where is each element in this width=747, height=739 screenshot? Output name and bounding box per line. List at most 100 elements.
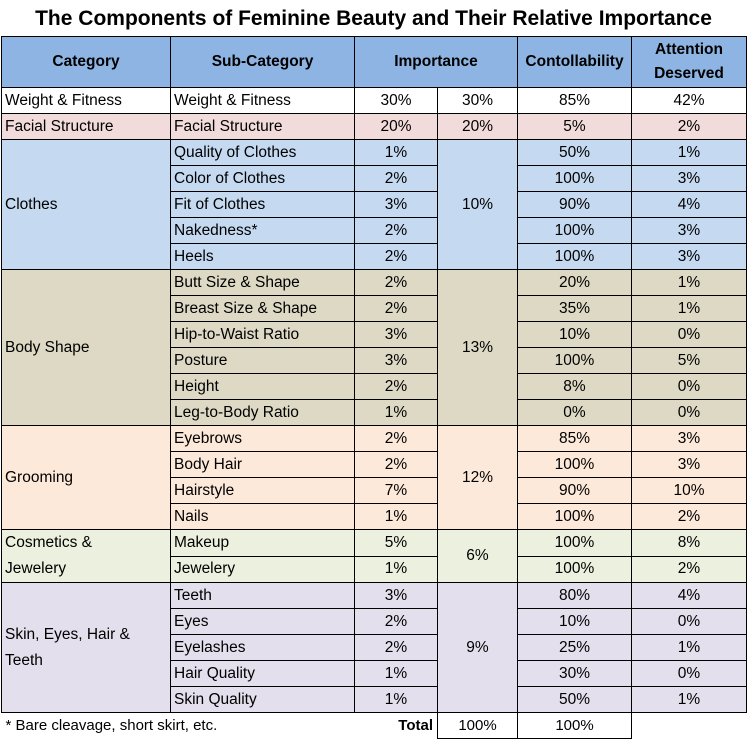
attention-cell: 3% (631, 165, 747, 192)
controllability-cell: 0% (517, 399, 632, 426)
table-row: Clothes Quality of Clothes 1% 10% 50% 1% (1, 139, 747, 270)
table-row: Color of Clothes 2% 100% 3% (2, 165, 747, 192)
importance-cell: 3% (354, 191, 438, 218)
attention-cell: 3% (631, 425, 747, 452)
importance-cell: 2% (354, 217, 438, 244)
controllability-cell: 90% (517, 191, 632, 218)
attention-cell: 3% (631, 217, 747, 244)
table-row: Body Hair 2% 100% 3% (2, 451, 747, 478)
subcategory-cell: Teeth (170, 582, 355, 609)
table-row: Heels 2% 100% 3% (2, 243, 747, 270)
total-importance: 100% (437, 712, 518, 739)
attention-cell: 3% (631, 243, 747, 270)
subcategory-cell: Breast Size & Shape (170, 295, 355, 322)
controllability-cell: 10% (517, 608, 632, 635)
importance-cell: 3% (354, 582, 438, 609)
category-cell: Cosmetics & Jewelery (1, 529, 171, 583)
subcategory-cell: Hair Quality (170, 660, 355, 687)
attention-cell: 2% (631, 113, 747, 140)
table-row: Nakedness* 2% 100% 3% (2, 217, 747, 244)
importance-cell: 2% (354, 243, 438, 270)
header-row: Category Sub-Category Importance Contoll… (1, 36, 747, 88)
subcategory-cell: Makeup (170, 529, 355, 557)
importance-cell: 1% (354, 503, 438, 530)
controllability-cell: 50% (517, 686, 632, 713)
attention-cell: 0% (631, 608, 747, 635)
importance-cell: 2% (354, 295, 438, 322)
importance-cell: 2% (354, 634, 438, 661)
group-importance-cell: 12% (437, 425, 518, 530)
total-label: Total (354, 712, 438, 739)
importance-cell: 1% (354, 399, 438, 426)
table-row: Skin, Eyes, Hair & Teeth Teeth 3% 9% 80% 4% (1, 582, 747, 713)
category-cell: Grooming (1, 425, 171, 530)
controllability-cell: 100% (517, 165, 632, 192)
importance-cell: 5% (354, 529, 438, 557)
controllability-cell: 5% (517, 113, 632, 140)
importance-cell: 2% (354, 165, 438, 192)
controllability-cell: 35% (517, 295, 632, 322)
header-subcategory: Sub-Category (170, 36, 355, 88)
controllability-cell: 100% (517, 347, 632, 374)
total-group-importance: 100% (517, 712, 632, 739)
category-cell: Facial Structure (1, 113, 171, 140)
table-row: Height 2% 8% 0% (2, 373, 747, 400)
subcategory-cell: Nails (170, 503, 355, 530)
subcategory-cell: Fit of Clothes (170, 191, 355, 218)
header-controllability: Contollability (517, 36, 632, 88)
attention-cell: 0% (631, 660, 747, 687)
controllability-cell: 50% (517, 139, 632, 166)
controllability-cell: 100% (517, 555, 632, 583)
controllability-cell: 80% (517, 582, 632, 609)
importance-cell: 7% (354, 477, 438, 504)
attention-cell: 2% (631, 555, 747, 583)
beauty-components-table: Category Sub-Category Importance Contoll… (1, 36, 747, 739)
importance-cell: 2% (354, 608, 438, 635)
group-importance-cell: 10% (437, 139, 518, 270)
subcategory-cell: Eyes (170, 608, 355, 635)
importance-cell: 30% (354, 87, 438, 114)
subcategory-cell: Jewelery (170, 555, 355, 583)
table-title: The Components of Feminine Beauty and Th… (35, 7, 712, 30)
controllability-cell: 90% (517, 477, 632, 504)
subcategory-cell: Posture (170, 347, 355, 374)
importance-cell: 1% (354, 555, 438, 583)
category-cell: Clothes (1, 139, 171, 270)
table-row: Weight & Fitness Weight & Fitness 30% 30% 85… (1, 87, 747, 114)
subcategory-cell: Leg-to-Body Ratio (170, 399, 355, 426)
table-row: Facial Structure Facial Structure 20% 20% 5%… (1, 113, 747, 140)
controllability-cell: 100% (517, 529, 632, 557)
controllability-cell: 100% (517, 217, 632, 244)
importance-cell: 20% (354, 113, 438, 140)
table-row: Jewelery 1% 100% 2% (2, 555, 747, 583)
controllability-cell: 8% (517, 373, 632, 400)
attention-cell: 0% (631, 321, 747, 348)
subcategory-cell: Eyebrows (170, 425, 355, 452)
subcategory-cell: Eyelashes (170, 634, 355, 661)
table-row: Posture 3% 100% 5% (2, 347, 747, 374)
attention-cell: 4% (631, 582, 747, 609)
attention-cell: 5% (631, 347, 747, 374)
footnote: * Bare cleavage, short skirt, etc. (1, 712, 355, 739)
table-row: Leg-to-Body Ratio 1% 0% 0% (2, 399, 747, 426)
importance-cell: 1% (354, 660, 438, 687)
group-importance-cell: 20% (437, 113, 518, 140)
attention-cell: 0% (631, 399, 747, 426)
subcategory-cell: Quality of Clothes (170, 139, 355, 166)
attention-cell: 42% (631, 87, 747, 114)
category-cell: Weight & Fitness (1, 87, 171, 114)
subcategory-cell: Hairstyle (170, 477, 355, 504)
attention-cell: 1% (631, 139, 747, 166)
group-importance-cell: 13% (437, 269, 518, 426)
controllability-cell: 100% (517, 503, 632, 530)
controllability-cell: 20% (517, 269, 632, 296)
subcategory-cell: Butt Size & Shape (170, 269, 355, 296)
importance-cell: 3% (354, 321, 438, 348)
footer-row: * Bare cleavage, short skirt, etc. Total… (1, 712, 747, 739)
category-cell: Skin, Eyes, Hair & Teeth (1, 582, 171, 713)
table-row: Body Shape Butt Size & Shape 2% 13% 20% 1% (1, 269, 747, 426)
header-importance: Importance (354, 36, 518, 88)
subcategory-cell: Color of Clothes (170, 165, 355, 192)
importance-cell: 2% (354, 425, 438, 452)
subcategory-cell: Height (170, 373, 355, 400)
